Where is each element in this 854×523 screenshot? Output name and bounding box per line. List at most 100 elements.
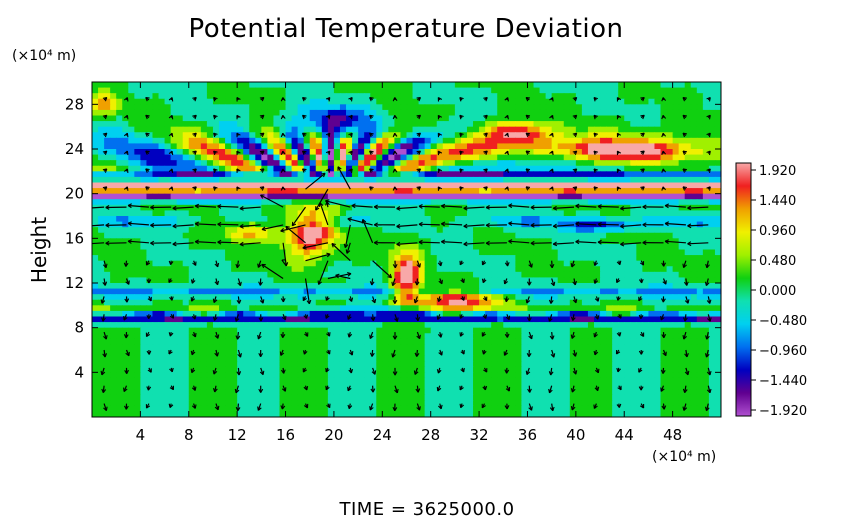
heatmap-cell xyxy=(406,216,414,223)
heatmap-cell xyxy=(539,204,547,212)
heatmap-cell xyxy=(660,199,668,206)
heatmap-cell xyxy=(575,87,583,94)
heatmap-cell xyxy=(98,277,105,284)
heatmap-cell xyxy=(303,154,311,161)
heatmap-cell xyxy=(333,154,341,161)
heatmap-cell xyxy=(170,221,178,228)
heatmap-cell xyxy=(503,344,510,351)
heatmap-cell xyxy=(261,199,268,206)
heatmap-cell xyxy=(194,115,202,122)
heatmap-cell xyxy=(333,344,341,351)
heatmap-cell xyxy=(128,137,135,145)
heatmap-cell xyxy=(164,176,172,184)
heatmap-cell xyxy=(497,104,504,111)
heatmap-cell xyxy=(219,104,226,111)
heatmap-cell xyxy=(146,115,154,122)
heatmap-cell xyxy=(279,338,287,346)
heatmap-cell xyxy=(297,137,305,145)
heatmap-cell xyxy=(503,188,510,195)
heatmap-cell xyxy=(400,227,408,234)
heatmap-cell xyxy=(412,182,420,189)
heatmap-cell xyxy=(346,204,353,212)
heatmap-cell xyxy=(666,82,674,89)
heatmap-cell xyxy=(249,316,256,323)
heatmap-cell xyxy=(140,160,148,167)
heatmap-cell xyxy=(551,154,559,161)
heatmap-cell xyxy=(249,143,256,150)
heatmap-cell xyxy=(503,210,510,217)
heatmap-cell xyxy=(400,182,408,189)
heatmap-cell xyxy=(152,305,160,312)
heatmap-cell xyxy=(182,327,190,334)
heatmap-cell xyxy=(612,204,619,212)
heatmap-cell xyxy=(279,137,287,145)
heatmap-cell xyxy=(642,277,650,284)
heatmap-cell xyxy=(630,98,637,105)
heatmap-cell xyxy=(527,143,535,150)
heatmap-cell xyxy=(436,115,444,122)
heatmap-cell xyxy=(466,182,474,189)
heatmap-cell xyxy=(140,249,148,256)
heatmap-cell xyxy=(243,294,250,301)
heatmap-cell xyxy=(600,260,607,267)
heatmap-cell xyxy=(612,171,619,178)
heatmap-cell xyxy=(104,137,111,145)
heatmap-cell xyxy=(333,310,341,318)
heatmap-cell xyxy=(339,82,347,89)
heatmap-cell xyxy=(539,316,547,323)
heatmap-cell xyxy=(376,227,383,234)
heatmap-cell xyxy=(176,93,184,100)
heatmap-cell xyxy=(436,93,444,100)
heatmap-cell xyxy=(297,176,305,184)
heatmap-cell xyxy=(352,277,359,284)
heatmap-cell xyxy=(702,199,710,206)
heatmap-cell xyxy=(593,255,601,262)
heatmap-cell xyxy=(503,82,510,89)
heatmap-cell xyxy=(660,271,668,279)
heatmap-cell xyxy=(648,193,656,200)
heatmap-cell xyxy=(412,165,420,172)
heatmap-cell xyxy=(394,93,402,100)
heatmap-cell xyxy=(164,104,172,111)
heatmap-cell xyxy=(128,115,135,122)
heatmap-cell xyxy=(497,316,504,323)
heatmap-cell xyxy=(690,188,698,195)
heatmap-cell xyxy=(521,216,529,223)
heatmap-cell xyxy=(128,255,135,262)
heatmap-cell xyxy=(708,165,716,172)
heatmap-cell xyxy=(666,299,674,306)
heatmap-cell xyxy=(654,316,662,323)
heatmap-cell xyxy=(636,294,643,301)
heatmap-cell xyxy=(666,310,674,318)
heatmap-cell xyxy=(454,143,462,150)
heatmap-cell xyxy=(515,338,523,346)
heatmap-cell xyxy=(708,143,716,150)
heatmap-cell xyxy=(642,104,650,111)
heatmap-cell xyxy=(219,260,226,267)
heatmap-cell xyxy=(509,327,516,334)
heatmap-cell xyxy=(285,87,293,94)
heatmap-cell xyxy=(702,227,710,234)
heatmap-cell xyxy=(454,87,462,94)
heatmap-cell xyxy=(116,249,123,256)
heatmap-cell xyxy=(454,115,462,122)
heatmap-cell xyxy=(116,216,123,223)
heatmap-cell xyxy=(684,160,692,167)
heatmap-cell xyxy=(454,188,462,195)
heatmap-cell xyxy=(92,149,99,156)
heatmap-cell xyxy=(158,132,166,139)
heatmap-cell xyxy=(315,165,323,172)
heatmap-cell xyxy=(146,243,154,251)
heatmap-cell xyxy=(98,260,105,267)
heatmap-cell xyxy=(176,227,184,234)
heatmap-cell xyxy=(557,243,565,251)
heatmap-cell xyxy=(436,243,444,251)
heatmap-cell xyxy=(104,132,111,139)
heatmap-cell xyxy=(521,271,529,279)
heatmap-cell xyxy=(515,344,523,351)
heatmap-cell xyxy=(460,322,468,329)
heatmap-cell xyxy=(110,255,117,262)
heatmap-cell xyxy=(315,126,323,133)
heatmap-cell xyxy=(255,126,262,133)
heatmap-cell xyxy=(684,149,692,156)
